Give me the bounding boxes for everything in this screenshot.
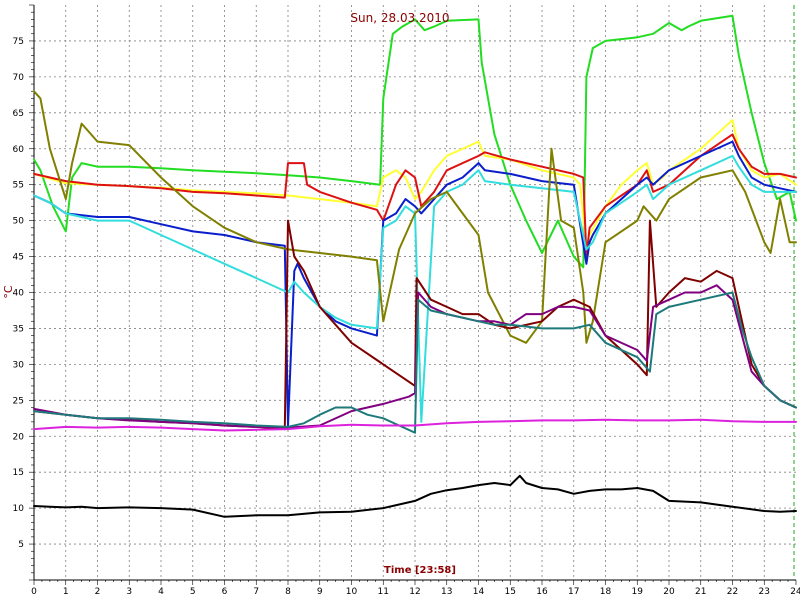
- y-tick-label: 50: [13, 217, 25, 227]
- x-tick-label: 2: [95, 587, 101, 597]
- series-line-9: [33, 291, 797, 434]
- y-tick-label: 75: [13, 37, 24, 47]
- y-tick-label: 45: [13, 253, 24, 263]
- y-tick-label: 65: [13, 109, 24, 119]
- y-tick-label: 35: [13, 324, 24, 334]
- grid: [34, 5, 796, 580]
- x-tick-label: 14: [473, 587, 485, 597]
- x-tick-label: 22: [727, 587, 738, 597]
- y-tick-label: 20: [13, 432, 25, 442]
- series-line-2: [33, 119, 797, 251]
- y-tick-label: 30: [13, 360, 25, 370]
- series-line-11: [33, 474, 797, 518]
- x-tick-label: 13: [441, 587, 452, 597]
- series-line-5: [33, 154, 797, 423]
- x-tick-label: 21: [695, 587, 706, 597]
- x-tick-label: 6: [222, 587, 228, 597]
- x-tick-label: 18: [600, 587, 612, 597]
- x-tick-label: 8: [285, 587, 291, 597]
- y-tick-label: 70: [13, 73, 25, 83]
- series-line-1: [33, 14, 797, 269]
- y-tick-label: 40: [13, 289, 25, 299]
- series-line-10: [33, 418, 797, 432]
- x-axis-label: Time [23:58]: [384, 565, 456, 576]
- x-tick-label: 17: [568, 587, 579, 597]
- y-axis-label: °C: [2, 285, 15, 299]
- y-tick-label: 60: [13, 145, 25, 155]
- x-tick-label: 15: [505, 587, 516, 597]
- x-tick-label: 0: [31, 587, 37, 597]
- x-tick-label: 16: [536, 587, 548, 597]
- series-line-8: [33, 284, 797, 429]
- x-tick-label: 23: [759, 587, 770, 597]
- x-tick-label: 10: [346, 587, 358, 597]
- x-tick-label: 5: [190, 587, 196, 597]
- labels: Sun, 28.03.2010 Time [23:58] °C: [2, 11, 456, 576]
- x-tick-label: 12: [409, 587, 420, 597]
- x-tick-label: 4: [158, 587, 164, 597]
- x-tick-label: 9: [317, 587, 323, 597]
- x-tick-label: 20: [663, 587, 675, 597]
- series-line-6: [33, 90, 797, 344]
- axes: 0 1 2 3 4 5 6 7 8 9 10 11 12 13 14 15 16 17 18 19 20 21 22 23 24…: [13, 4, 800, 597]
- chart-title: Sun, 28.03.2010: [350, 11, 449, 25]
- y-tick-label: 55: [13, 181, 24, 191]
- y-tick-label: 10: [13, 504, 25, 514]
- x-tick-label: 7: [253, 587, 259, 597]
- y-tick-label: 5: [18, 540, 24, 550]
- x-tick-label: 3: [126, 587, 132, 597]
- y-tick-label: 15: [13, 468, 24, 478]
- y-tick-label: 25: [13, 396, 24, 406]
- series-group: [33, 14, 797, 518]
- series-line-3: [33, 133, 797, 258]
- x-tick-label: 24: [790, 587, 800, 597]
- x-tick-label: 11: [378, 587, 389, 597]
- x-tick-label: 1: [63, 587, 69, 597]
- x-tick-label: 19: [632, 587, 644, 597]
- series-line-4: [33, 140, 797, 427]
